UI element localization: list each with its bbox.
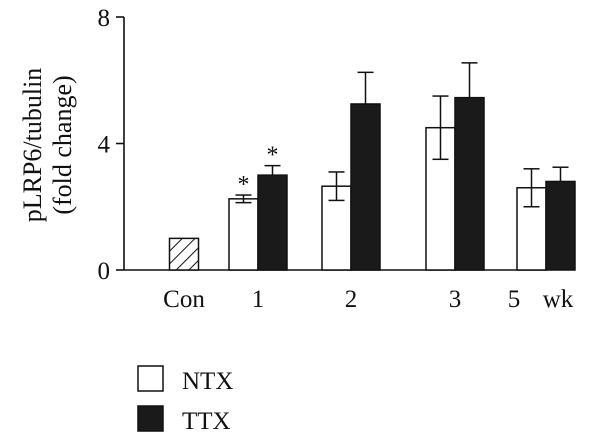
bar-ttx-5 xyxy=(545,180,576,271)
legend: NTX TTX xyxy=(137,365,233,435)
y-ticks: 0 4 8 xyxy=(98,5,124,285)
x-tick-labels: Con 1 2 3 5 xyxy=(163,286,520,313)
x-tick-label-5: 5 xyxy=(508,286,521,313)
legend-label-ntx: NTX xyxy=(182,368,233,395)
y-axis-label-line1: pLRP6/tubulin xyxy=(18,68,47,223)
x-tick-label-2: 2 xyxy=(345,286,358,313)
legend-swatch-ntx xyxy=(137,365,164,392)
bar-ttx-3 xyxy=(454,96,485,271)
bar-con xyxy=(168,237,200,271)
significance-ttx-1: * xyxy=(267,143,279,169)
x-tick-label-1: 1 xyxy=(252,286,265,313)
y-tick-label-4: 4 xyxy=(98,132,111,159)
x-axis-unit: wk xyxy=(543,286,574,313)
y-axis-label-line2: (fold change) xyxy=(48,75,77,214)
y-axis-label: pLRP6/tubulin (fold change) xyxy=(18,68,77,223)
x-tick-label-3: 3 xyxy=(449,286,462,313)
bar-ntx-1 xyxy=(228,198,259,271)
significance-ntx-1: * xyxy=(238,172,250,198)
bar-ttx-2 xyxy=(350,103,381,271)
legend-label-ttx: TTX xyxy=(182,408,231,435)
y-tick-label-0: 0 xyxy=(98,258,111,285)
legend-swatch-ttx xyxy=(137,405,164,432)
bar-ttx-1 xyxy=(257,174,288,271)
y-tick-label-8: 8 xyxy=(98,5,111,32)
bars: ** xyxy=(168,62,576,271)
x-tick-label-con: Con xyxy=(163,286,205,313)
